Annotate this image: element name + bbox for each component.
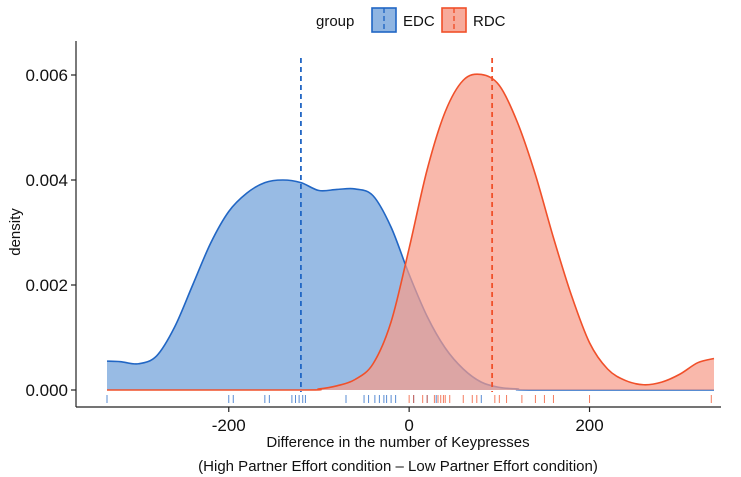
y-tick-label: 0.002 [25, 276, 68, 295]
axes: -200 0 200 0.000 0.002 0.004 0.006 Difference… [7, 41, 721, 475]
x-tick-label: 0 [404, 416, 413, 435]
y-tick-label: 0.004 [25, 171, 68, 190]
y-tick-label: 0.006 [25, 66, 68, 85]
y-axis-title: density [7, 208, 24, 256]
x-tick-label: -200 [212, 416, 246, 435]
legend-item-rdc: RDC [441, 7, 506, 33]
y-tick-label: 0.000 [25, 381, 68, 400]
legend-item-edc: EDC [371, 7, 435, 33]
x-axis-title-line2: (High Partner Effort condition – Low Par… [198, 458, 598, 475]
legend: group EDC RDC [316, 7, 506, 33]
x-axis-title: Difference in the number of Keypresses [266, 434, 529, 451]
x-tick-label: 200 [575, 416, 603, 435]
plot-area [106, 58, 715, 403]
legend-title: group [316, 13, 354, 30]
density-area-rdc [107, 74, 714, 391]
legend-label-edc: EDC [403, 13, 435, 30]
legend-label-rdc: RDC [473, 13, 506, 30]
